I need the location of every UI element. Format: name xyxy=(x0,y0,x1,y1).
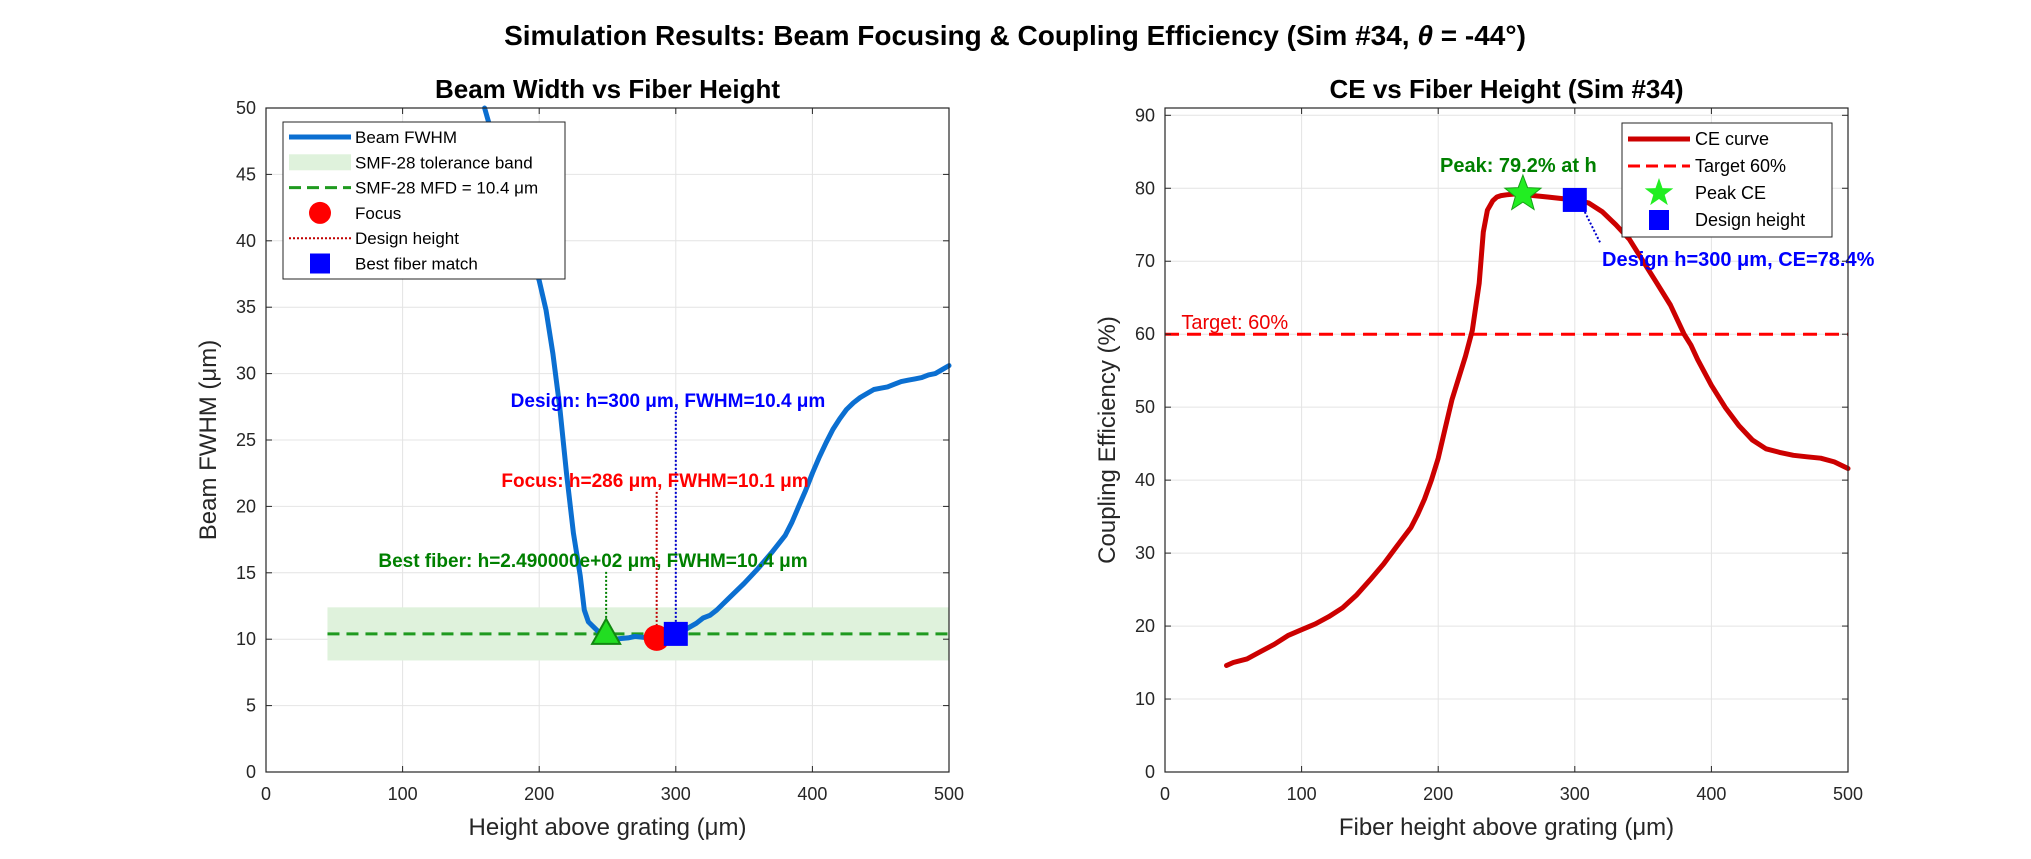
beam-legend-label: Design height xyxy=(355,229,459,248)
beam-legend-label: Beam FWHM xyxy=(355,128,457,147)
ce-ytick-label: 40 xyxy=(1135,470,1155,490)
focus-annotation: Focus: h=286 μm, FWHM=10.1 μm xyxy=(501,471,808,492)
beam-ytick-label: 20 xyxy=(236,496,256,516)
ce-xtick-label: 0 xyxy=(1160,784,1170,804)
ce-legend: CE curve Target 60% Peak CE Design height xyxy=(1621,122,1833,238)
design-connector xyxy=(1583,211,1602,245)
ce-curve-line xyxy=(1224,191,1851,668)
beam-ytick-label: 0 xyxy=(246,762,256,782)
ce-xtick-label: 400 xyxy=(1696,784,1726,804)
ce-xtick-label: 100 xyxy=(1287,784,1317,804)
ce-legend-symbol xyxy=(1649,210,1669,230)
beam-xtick-label: 400 xyxy=(797,784,827,804)
coupling-efficiency-chart: Target: 60% Peak: 79.2% at h Design h=300 … xyxy=(1094,74,1875,841)
beam-width-chart: Design: h=300 μm, FWHM=10.4 μm Focus: h=2… xyxy=(195,74,964,841)
design-annotation: Design h=300 μm, CE=78.4% xyxy=(1602,249,1875,271)
ce-legend-label: Target 60% xyxy=(1695,156,1786,176)
beam-xtick-label: 100 xyxy=(388,784,418,804)
ce-ylabel: Coupling Efficiency (%) xyxy=(1094,316,1121,564)
ce-xlabel: Fiber height above grating (μm) xyxy=(1339,814,1674,841)
beam-xlabel: Height above grating (μm) xyxy=(469,814,747,841)
beam-ytick-label: 35 xyxy=(236,297,256,317)
best-fiber-annotation: Best fiber: h=2.490000e+02 μm, FWHM=10.4… xyxy=(378,551,807,572)
beam-fwhm-line xyxy=(482,105,952,642)
beam-xtick-label: 500 xyxy=(934,784,964,804)
beam-ytick-label: 10 xyxy=(236,629,256,649)
ce-ytick-label: 10 xyxy=(1135,689,1155,709)
beam-legend-symbol xyxy=(289,154,351,171)
beam-xtick-label: 0 xyxy=(261,784,271,804)
beam-legend-symbol xyxy=(310,253,330,274)
ce-legend-label: Peak CE xyxy=(1695,183,1766,203)
beam-ytick-label: 25 xyxy=(236,430,256,450)
beam-legend-symbol xyxy=(309,201,331,224)
ce-legend-label: Design height xyxy=(1695,210,1805,230)
ce-ytick-label: 60 xyxy=(1135,324,1155,344)
beam-title: Beam Width vs Fiber Height xyxy=(435,74,780,104)
beam-ytick-label: 40 xyxy=(236,231,256,251)
beam-legend: Beam FWHM SMF-28 tolerance band SMF-28 MFD… xyxy=(282,121,566,280)
ce-ytick-label: 50 xyxy=(1135,397,1155,417)
beam-legend-label: SMF-28 tolerance band xyxy=(355,153,533,172)
best-fiber-marker xyxy=(590,616,622,645)
beam-ytick-label: 15 xyxy=(236,563,256,583)
ce-xtick-label: 500 xyxy=(1833,784,1863,804)
ce-ytick-label: 90 xyxy=(1135,105,1155,125)
ce-ytick-label: 0 xyxy=(1145,762,1155,782)
beam-legend-label: SMF-28 MFD = 10.4 μm xyxy=(355,179,538,198)
ce-xtick-label: 300 xyxy=(1560,784,1590,804)
design-annotation: Design: h=300 μm, FWHM=10.4 μm xyxy=(511,391,826,412)
beam-ytick-label: 50 xyxy=(236,98,256,118)
beam-ytick-label: 30 xyxy=(236,364,256,384)
beam-ytick-label: 5 xyxy=(246,696,256,716)
ce-ytick-label: 20 xyxy=(1135,616,1155,636)
beam-ytick-label: 45 xyxy=(236,164,256,184)
ce-axes-frame xyxy=(1164,107,1849,773)
focus-marker xyxy=(643,624,670,651)
design-marker xyxy=(1562,187,1587,212)
peak-marker xyxy=(1503,173,1543,211)
ce-ytick-label: 30 xyxy=(1135,543,1155,563)
ce-xtick-label: 200 xyxy=(1423,784,1453,804)
ce-legend-symbol xyxy=(1644,178,1674,206)
beam-legend-label: Best fiber match xyxy=(355,255,478,274)
figure-title: Simulation Results: Beam Focusing & Coup… xyxy=(504,20,1526,51)
ce-legend-label: CE curve xyxy=(1695,129,1769,149)
target-annotation: Target: 60% xyxy=(1181,312,1288,334)
beam-xtick-label: 200 xyxy=(524,784,554,804)
ce-ytick-label: 70 xyxy=(1135,251,1155,271)
ce-ytick-label: 80 xyxy=(1135,178,1155,198)
ce-title: CE vs Fiber Height (Sim #34) xyxy=(1330,74,1684,104)
peak-annotation: Peak: 79.2% at h xyxy=(1440,155,1597,177)
beam-legend-box xyxy=(282,121,566,280)
beam-legend-label: Focus xyxy=(355,204,401,223)
design-marker xyxy=(663,621,688,646)
beam-ylabel: Beam FWHM (μm) xyxy=(195,340,222,540)
beam-xtick-label: 300 xyxy=(661,784,691,804)
